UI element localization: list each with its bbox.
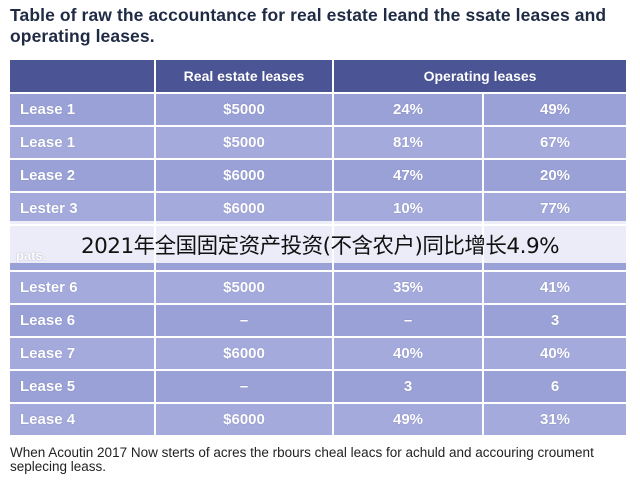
- table-row: Lease 6 – – 3: [8, 303, 629, 338]
- header-empty-cell: [8, 58, 156, 94]
- overlay-caption: 2021年全国固定资产投资(不含农户)同比增长4.9%: [80, 234, 560, 259]
- operating-value-2: 31%: [481, 402, 629, 437]
- operating-value-2: 49%: [481, 92, 629, 127]
- row-label: Lease 4: [8, 402, 156, 437]
- real-estate-value: $6000: [154, 336, 334, 371]
- operating-value-2: 41%: [481, 270, 629, 305]
- row-label: Lease 7: [8, 336, 156, 371]
- operating-value-1: 40%: [332, 336, 484, 371]
- caption-overlay-band: [0, 221, 640, 263]
- header-real-estate-leases: Real estate leases: [154, 58, 334, 94]
- operating-value-2: 67%: [481, 125, 629, 160]
- row-label: Lease 6: [8, 303, 156, 338]
- operating-value-1: 10%: [332, 191, 484, 226]
- header-operating-leases: Operating leases: [331, 58, 629, 94]
- table-row: Lease 1 $5000 24% 49%: [8, 92, 629, 127]
- table-title: Table of raw the accountance for real es…: [10, 5, 607, 46]
- row-label: Lease 2: [8, 158, 156, 193]
- table-row: Lease 2 $6000 47% 20%: [8, 158, 629, 193]
- row-label: Lease 5: [8, 369, 156, 404]
- table-row: Lease 4 $6000 49% 31%: [8, 402, 629, 437]
- operating-value-1: 35%: [332, 270, 484, 305]
- real-estate-value: –: [154, 303, 334, 338]
- table-header-row: Real estate leases Operating leases: [8, 58, 629, 94]
- real-estate-value: $6000: [154, 158, 334, 193]
- operating-value-2: 77%: [481, 191, 629, 226]
- footnote: When Acoutin 2017 Now sterts of acres th…: [10, 445, 594, 474]
- real-estate-value: –: [154, 369, 334, 404]
- real-estate-value: $6000: [154, 191, 334, 226]
- operating-value-1: 47%: [332, 158, 484, 193]
- table-row: Lease 1 $5000 81% 67%: [8, 125, 629, 160]
- row-label: Lease 1: [8, 125, 156, 160]
- operating-value-2: 6: [481, 369, 629, 404]
- row-label: Lease 1: [8, 92, 156, 127]
- table-row: Lester 3 $6000 10% 77%: [8, 191, 629, 226]
- partial-row-label: pats.: [16, 248, 47, 263]
- operating-value-1: 81%: [332, 125, 484, 160]
- table-row: Lease 5 – 3 6: [8, 369, 629, 404]
- operating-value-2: 3: [481, 303, 629, 338]
- operating-value-1: 49%: [332, 402, 484, 437]
- real-estate-value: $5000: [154, 92, 334, 127]
- table-row: Lease 7 $6000 40% 40%: [8, 336, 629, 371]
- operating-value-2: 20%: [481, 158, 629, 193]
- operating-value-1: 3: [332, 369, 484, 404]
- operating-value-2: 40%: [481, 336, 629, 371]
- row-label: Lester 6: [8, 270, 156, 305]
- real-estate-value: $5000: [154, 125, 334, 160]
- real-estate-value: $6000: [154, 402, 334, 437]
- real-estate-value: $5000: [154, 270, 334, 305]
- row-label: Lester 3: [8, 191, 156, 226]
- operating-value-1: –: [332, 303, 484, 338]
- operating-value-1: 24%: [332, 92, 484, 127]
- table-row: Lester 6 $5000 35% 41%: [8, 270, 629, 305]
